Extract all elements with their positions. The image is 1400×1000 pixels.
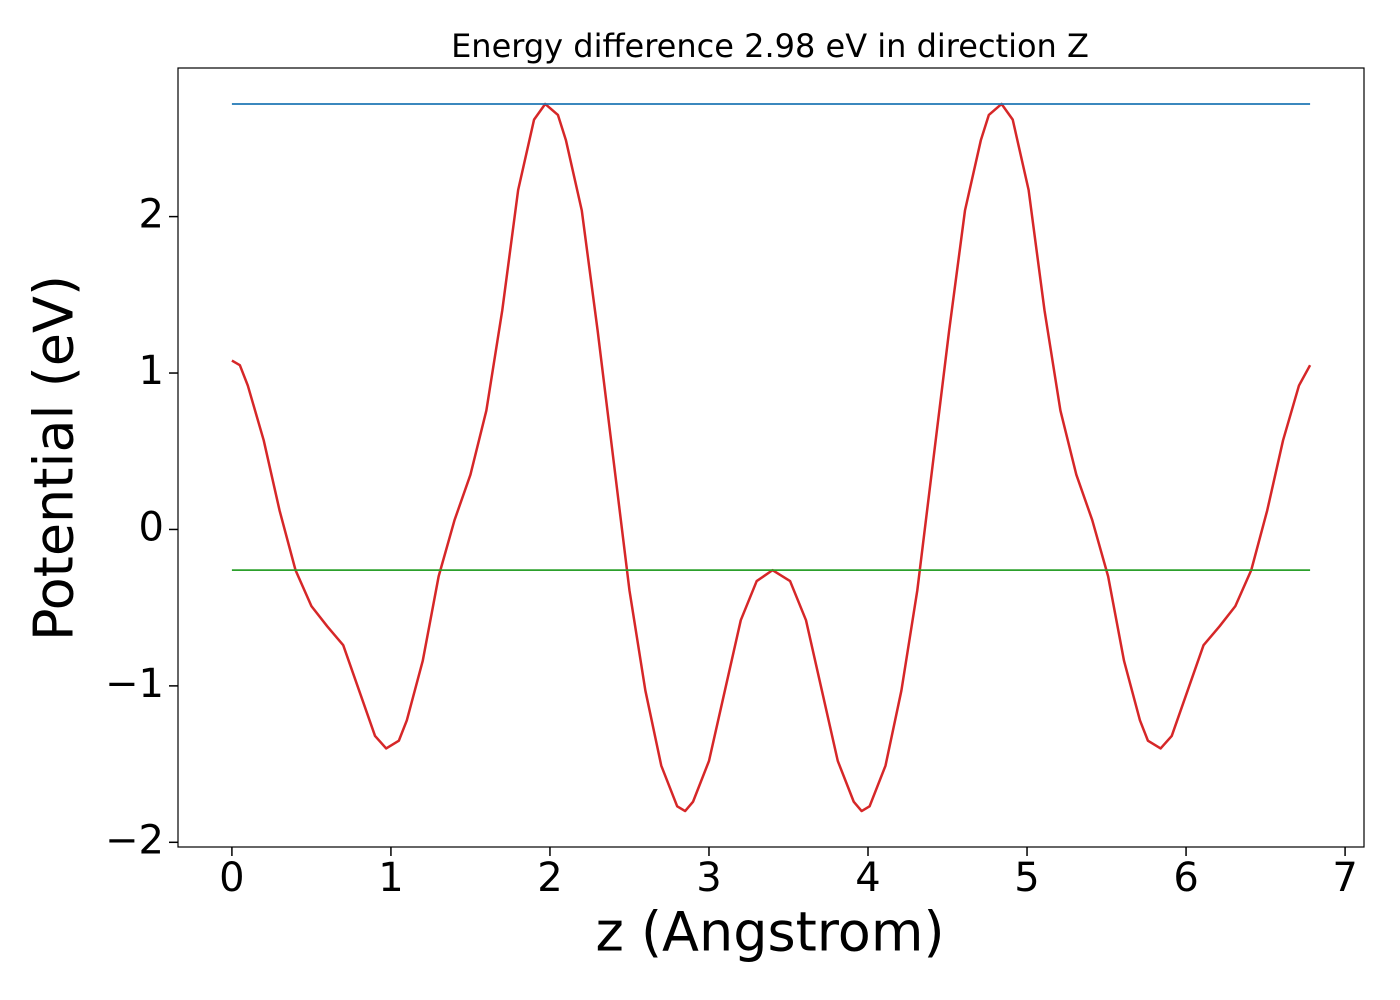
chart-title: Energy difference 2.98 eV in direction Z — [451, 27, 1089, 65]
y-tick-label: 2 — [139, 192, 164, 238]
y-tick-label: −2 — [105, 817, 164, 863]
y-tick-label: 0 — [139, 504, 164, 550]
y-tick-label: −1 — [105, 661, 164, 707]
x-tick-label: 7 — [1332, 855, 1357, 901]
x-tick-label: 3 — [696, 855, 721, 901]
x-tick-label: 1 — [378, 855, 403, 901]
x-axis-label: z (Angstrom) — [595, 901, 944, 964]
x-tick-label: 6 — [1173, 855, 1198, 901]
y-axis-label: Potential (eV) — [23, 275, 86, 641]
x-tick-label: 4 — [855, 855, 880, 901]
y-tick-label: 1 — [139, 348, 164, 394]
line-series — [231, 102, 1312, 813]
x-tick-label: 5 — [1014, 855, 1039, 901]
x-tick-label: 0 — [219, 855, 244, 901]
x-tick-label: 2 — [537, 855, 562, 901]
plot-frame — [177, 67, 1365, 848]
